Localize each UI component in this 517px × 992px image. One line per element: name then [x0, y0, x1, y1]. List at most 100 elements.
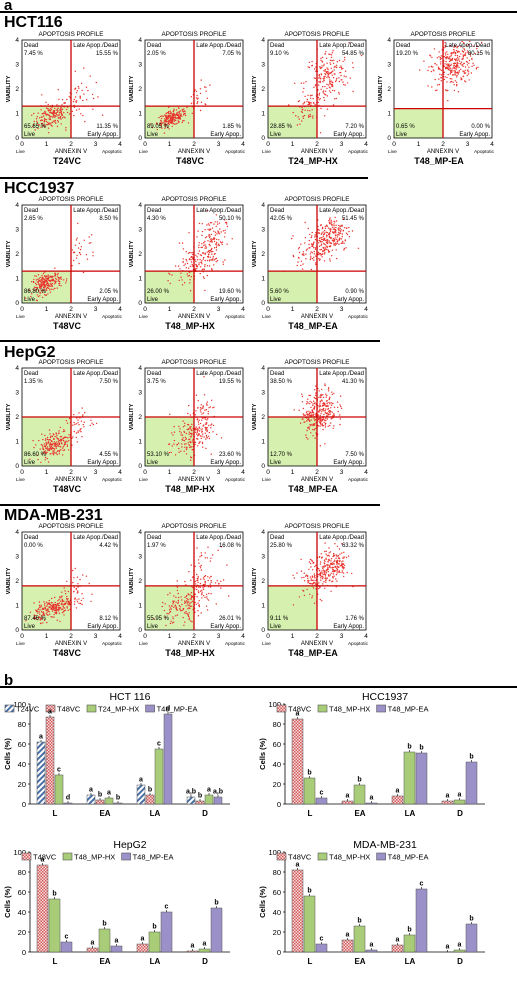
data-dot — [334, 242, 337, 244]
bar — [163, 713, 173, 805]
quadrant-live-label: Live — [147, 132, 159, 138]
data-dot — [209, 583, 211, 585]
significance-letter: a — [89, 787, 93, 794]
data-dot — [75, 432, 78, 434]
data-dot — [466, 45, 468, 47]
data-dot — [201, 591, 203, 593]
data-dot — [311, 579, 314, 582]
data-dot — [58, 98, 60, 101]
data-dot — [56, 434, 58, 436]
data-dot — [321, 570, 323, 572]
significance-letter: a — [446, 944, 450, 951]
data-dot — [461, 40, 463, 43]
data-dot — [309, 233, 311, 236]
data-dot — [55, 447, 57, 449]
data-dot — [324, 73, 326, 75]
data-dot — [308, 410, 310, 412]
data-dot — [451, 78, 453, 80]
data-dot — [80, 431, 82, 433]
data-dot — [176, 122, 178, 125]
data-dot — [324, 424, 326, 426]
data-dot — [460, 53, 462, 55]
data-dot — [456, 54, 459, 57]
data-dot — [197, 252, 200, 255]
data-dot — [325, 234, 328, 236]
data-dot — [92, 97, 95, 100]
data-dot — [312, 583, 314, 585]
data-dot — [220, 242, 222, 244]
data-dot — [159, 115, 162, 118]
data-dot — [171, 605, 173, 607]
data-dot — [336, 64, 338, 67]
data-dot — [327, 72, 330, 74]
data-dot — [164, 616, 167, 618]
data-dot — [323, 410, 325, 412]
data-dot — [184, 110, 186, 113]
data-dot — [88, 582, 90, 585]
data-dot — [326, 95, 329, 97]
data-dot — [464, 54, 466, 57]
data-dot — [60, 111, 63, 113]
quadrant-early-value: 11.35 % — [96, 124, 118, 130]
data-dot — [443, 71, 445, 74]
data-dot — [332, 50, 334, 52]
data-dot — [312, 404, 314, 407]
data-dot — [65, 440, 67, 442]
significance-letter: b — [198, 793, 202, 800]
data-dot — [206, 598, 208, 600]
data-dot — [179, 608, 181, 610]
data-dot — [342, 60, 344, 63]
data-dot — [304, 242, 306, 244]
data-dot — [340, 225, 342, 227]
legend-item: T48_MP-HX — [317, 705, 370, 714]
data-dot — [326, 404, 328, 407]
data-dot — [312, 424, 314, 427]
data-dot — [211, 241, 213, 243]
data-dot — [342, 67, 344, 70]
category-label: D — [457, 957, 463, 966]
data-dot — [173, 120, 175, 123]
data-dot — [210, 222, 213, 224]
data-dot — [357, 247, 360, 249]
data-dot — [360, 54, 363, 57]
data-dot — [45, 443, 47, 445]
live-quadrant — [268, 585, 317, 630]
data-dot — [51, 121, 54, 124]
data-dot — [44, 456, 47, 459]
data-dot — [169, 592, 171, 594]
x-tick-label: 0 — [266, 469, 270, 476]
data-dot — [326, 225, 328, 227]
quadrant-early-label: Early Apop. — [210, 297, 241, 303]
data-dot — [47, 441, 49, 444]
data-dot — [351, 62, 354, 64]
data-dot — [449, 60, 452, 62]
data-dot — [351, 572, 353, 575]
data-dot — [303, 87, 305, 90]
data-dot — [39, 622, 42, 625]
data-dot — [187, 608, 189, 610]
data-dot — [39, 119, 42, 122]
data-dot — [338, 243, 340, 245]
y-tick-label: 3 — [138, 62, 142, 69]
data-dot — [76, 254, 78, 257]
category-label: EA — [354, 809, 365, 818]
data-dot — [85, 254, 88, 256]
data-dot — [324, 405, 327, 407]
y-tick-label: 2 — [138, 251, 142, 258]
data-dot — [446, 51, 448, 53]
data-dot — [318, 396, 320, 399]
data-dot — [322, 573, 324, 576]
data-dot — [63, 112, 65, 114]
bar — [415, 888, 428, 953]
data-dot — [59, 449, 61, 451]
data-dot — [320, 243, 323, 245]
data-dot — [342, 560, 344, 562]
x-tick-label: 1 — [291, 306, 295, 313]
data-dot — [61, 600, 64, 603]
data-dot — [202, 587, 204, 589]
data-dot — [291, 237, 293, 240]
data-dot — [171, 274, 173, 276]
data-dot — [469, 55, 472, 57]
data-dot — [450, 64, 452, 67]
data-dot — [457, 91, 460, 93]
